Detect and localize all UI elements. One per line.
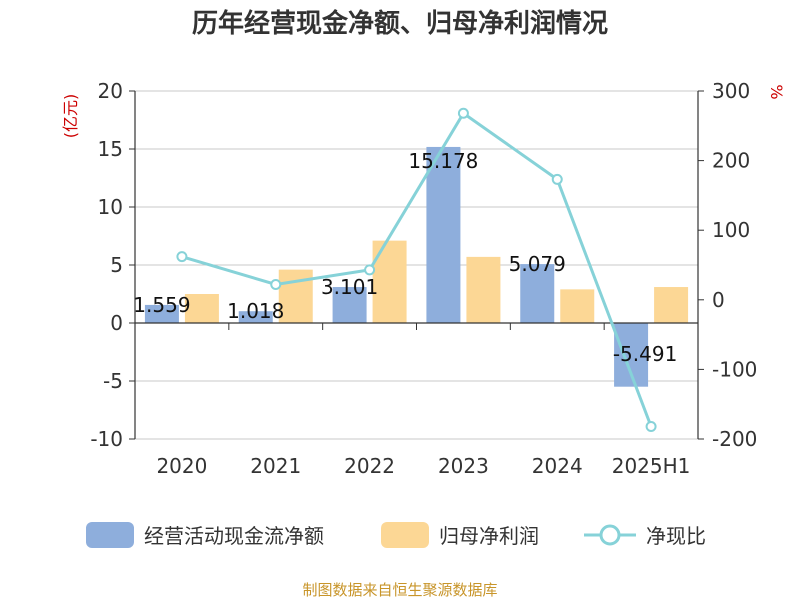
- legend-label-ratio: 净现比: [646, 524, 706, 548]
- ratio-point: [645, 420, 657, 432]
- left-tick-label: 15: [98, 137, 123, 161]
- left-axis-unit: (亿元): [61, 94, 80, 139]
- legend-swatch-cashflow: [86, 522, 134, 548]
- legend-swatch-ratio-marker: [599, 524, 621, 546]
- x-tick-label: 2020: [156, 454, 207, 478]
- cashflow-data-label: 1.559: [133, 293, 190, 317]
- x-tick-label: 2022: [344, 454, 395, 478]
- x-tick-label: 2024: [532, 454, 583, 478]
- right-tick-label: -100: [712, 357, 757, 381]
- ratio-point: [176, 251, 188, 263]
- profit-bar: [184, 294, 219, 323]
- right-tick-label: -200: [712, 427, 757, 451]
- cashflow-bar: [238, 311, 273, 323]
- cashflow-bar: [426, 146, 461, 323]
- cashflow-data-label: -5.491: [613, 342, 677, 366]
- source-note: 制图数据来自恒生聚源数据库: [302, 581, 497, 599]
- ratio-point: [270, 278, 282, 290]
- right-tick-label: 100: [712, 218, 750, 242]
- profit-bar: [466, 256, 501, 323]
- bars: [144, 146, 689, 387]
- cashflow-bar: [144, 304, 179, 323]
- legend: 经营活动现金流净额 归母净利润 净现比: [86, 522, 706, 548]
- cashflow-bar: [520, 264, 555, 323]
- x-tick-label: 2025H1: [612, 454, 691, 478]
- profit-bar: [560, 289, 595, 323]
- left-tick-label: -5: [103, 369, 123, 393]
- left-tick-label: 5: [110, 253, 123, 277]
- ratio-line: [176, 107, 657, 432]
- legend-swatch-profit: [381, 522, 429, 548]
- x-tick-label: 2021: [250, 454, 301, 478]
- chart-title: 历年经营现金净额、归母净利润情况: [192, 8, 608, 39]
- cashflow-data-label: 1.018: [227, 299, 284, 323]
- gridlines: [135, 90, 698, 440]
- cashflow-data-label: 3.101: [321, 275, 378, 299]
- right-tick-label: 200: [712, 149, 750, 173]
- cashflow-data-label: 15.178: [408, 149, 478, 173]
- right-axis-ticks: 300 200 100 0 -100 -200: [698, 79, 757, 451]
- left-tick-label: -10: [90, 427, 123, 451]
- cashflow-bar: [332, 287, 367, 323]
- legend-label-cashflow: 经营活动现金流净额: [144, 524, 324, 548]
- ratio-point: [457, 107, 469, 119]
- ratio-point: [551, 173, 563, 185]
- cashflow-data-label: 5.079: [509, 252, 566, 276]
- right-tick-label: 300: [712, 79, 750, 103]
- legend-label-profit: 归母净利润: [439, 524, 539, 548]
- left-tick-label: 10: [98, 195, 123, 219]
- ratio-line-path: [181, 111, 653, 428]
- left-tick-label: 20: [98, 79, 123, 103]
- data-labels: 1.559 1.018 3.101 15.178 5.079 -5.491: [133, 149, 677, 366]
- left-tick-label: 0: [110, 311, 123, 335]
- x-axis-ticks: 2020 2021 2022 2023 2024 2025H1: [134, 323, 699, 478]
- profit-bar: [654, 287, 689, 323]
- x-tick-label: 2023: [438, 454, 489, 478]
- ratio-point: [364, 264, 376, 276]
- right-tick-label: 0: [712, 288, 725, 312]
- right-axis-unit: %: [767, 84, 786, 99]
- left-axis-ticks: 20 15 10 5 0 -5 -10: [90, 79, 135, 451]
